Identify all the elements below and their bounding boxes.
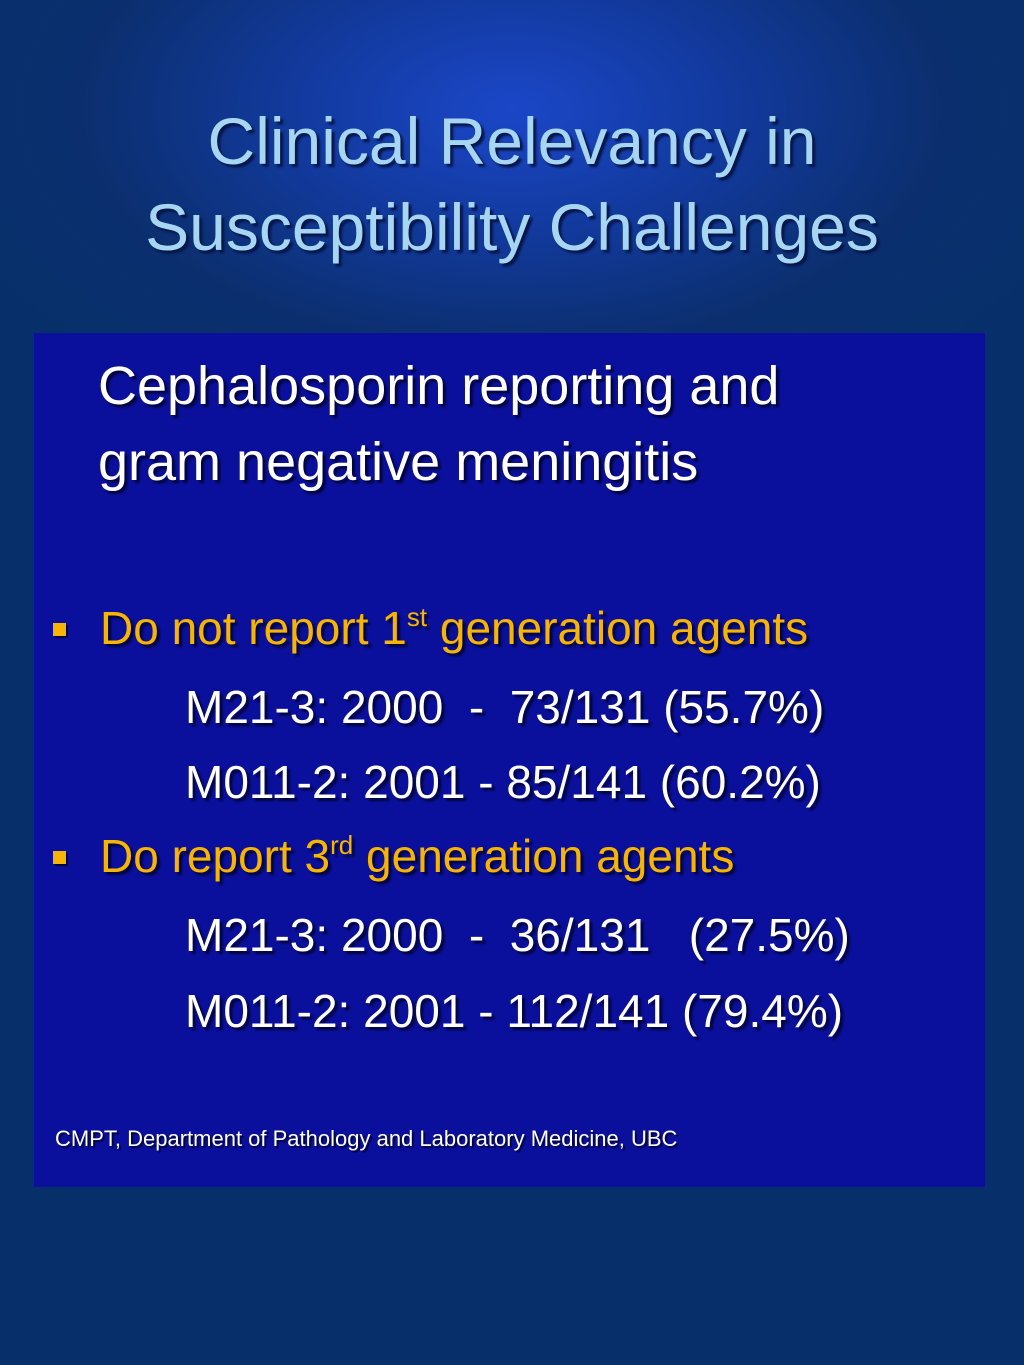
- bullet-1-text: Do not report 1: [100, 602, 407, 654]
- bullet-2-item-2: M011-2: 2001 - 112/141 (79.4%): [185, 985, 844, 1037]
- slide-title: Clinical Relevancy in Susceptibility Cha…: [0, 98, 1024, 270]
- content-heading-line-1: Cephalosporin reporting and: [98, 356, 780, 416]
- content-panel: [34, 333, 985, 1187]
- bullet-1-item-1: M21-3: 2000 - 73/131 (55.7%): [185, 681, 825, 733]
- bullet-2-item-1: M21-3: 2000 - 36/131 (27.5%): [185, 909, 850, 961]
- bullet-2: Do report 3rd generation agents: [100, 828, 734, 884]
- bullet-1-superscript: st: [406, 602, 428, 632]
- slide-title-line-1: Clinical Relevancy in: [207, 104, 817, 178]
- content-heading-line-2: gram negative meningitis: [98, 432, 699, 492]
- bullet-2-text: Do report 3: [100, 830, 331, 882]
- slide-title-line-2: Susceptibility Challenges: [145, 190, 879, 264]
- bullet-1-text-after: generation agents: [427, 602, 809, 654]
- bullet-1: Do not report 1st generation agents: [100, 600, 808, 656]
- square-bullet-icon: [53, 851, 66, 864]
- content-heading: Cephalosporin reporting and gram negativ…: [98, 348, 779, 500]
- footer-credit: CMPT, Department of Pathology and Labora…: [55, 1126, 678, 1151]
- bullet-2-text-after: generation agents: [353, 830, 735, 882]
- bullet-1-item-2: M011-2: 2001 - 85/141 (60.2%): [185, 756, 821, 808]
- bullet-2-superscript: rd: [330, 830, 354, 860]
- square-bullet-icon: [53, 623, 66, 636]
